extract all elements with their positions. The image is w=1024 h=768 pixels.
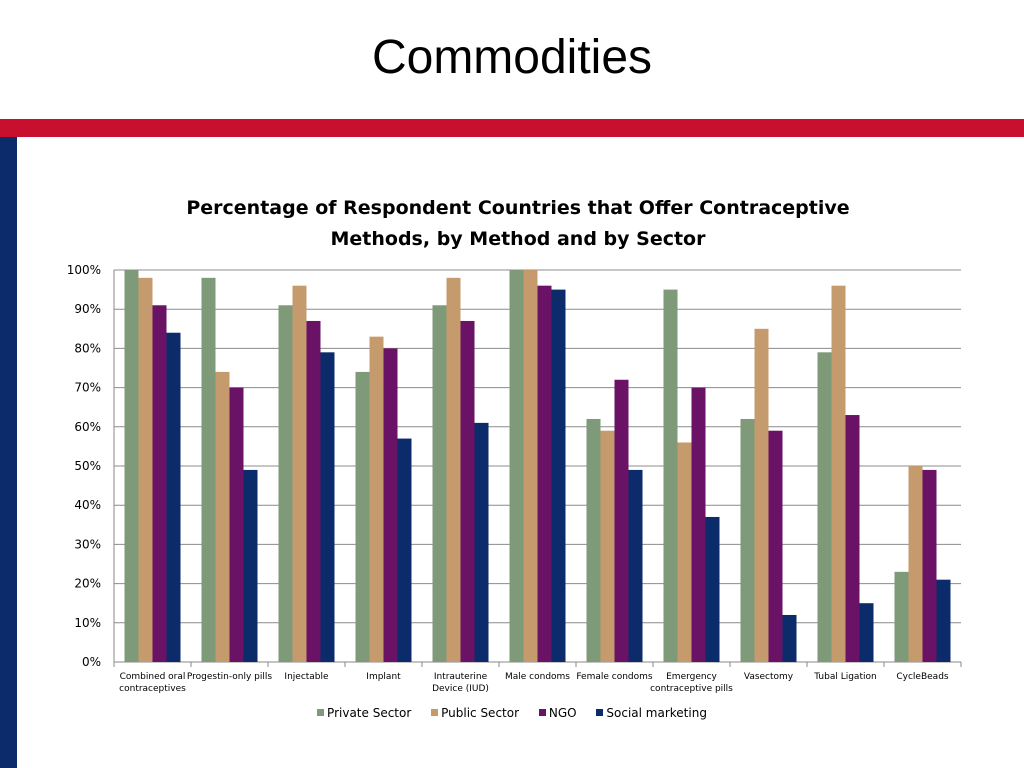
bar bbox=[586, 418, 601, 662]
y-tick-label: 20% bbox=[74, 577, 101, 591]
chart-title: Percentage of Respondent Countries that … bbox=[186, 197, 850, 250]
bar bbox=[551, 289, 566, 662]
legend-item-ngo: NGO bbox=[538, 706, 577, 720]
bar bbox=[936, 579, 951, 662]
bar bbox=[138, 277, 153, 662]
legend-swatch-public-sector bbox=[431, 709, 439, 716]
bar bbox=[537, 285, 552, 662]
bar bbox=[859, 603, 874, 662]
x-tick-label: contraceptive pills bbox=[650, 684, 733, 694]
y-tick-label: 10% bbox=[74, 616, 101, 630]
x-tick-label: Female condoms bbox=[576, 672, 653, 682]
y-tick-label: 100% bbox=[67, 263, 101, 277]
bar bbox=[677, 442, 692, 662]
y-tick-label: 50% bbox=[74, 459, 101, 473]
y-tick-label: 0% bbox=[82, 655, 101, 669]
x-tick-label: Male condoms bbox=[505, 672, 570, 682]
bar bbox=[229, 387, 244, 662]
bar bbox=[600, 430, 615, 662]
bar bbox=[817, 352, 832, 662]
bar bbox=[369, 336, 384, 662]
chart-legend: Private Sector Public Sector NGO Social … bbox=[0, 706, 1024, 720]
bar bbox=[320, 352, 335, 662]
bar bbox=[523, 270, 538, 662]
bar bbox=[383, 348, 398, 662]
slide-title: Commodities bbox=[371, 31, 653, 84]
bar bbox=[292, 285, 307, 662]
y-tick-label: 40% bbox=[74, 498, 101, 512]
bar bbox=[705, 516, 720, 662]
blue-side-bar bbox=[0, 137, 17, 768]
x-tick-label: Implant bbox=[366, 672, 401, 682]
bar bbox=[782, 614, 797, 662]
bar bbox=[124, 270, 139, 662]
x-tick-label: Vasectomy bbox=[744, 672, 794, 682]
bar bbox=[306, 320, 321, 662]
legend-label: Social marketing bbox=[606, 706, 707, 720]
bar bbox=[663, 289, 678, 662]
legend-label: Private Sector bbox=[327, 706, 412, 720]
bar bbox=[845, 415, 860, 662]
y-tick-label: 70% bbox=[74, 381, 101, 395]
y-tick-label: 60% bbox=[74, 420, 101, 434]
legend-item-public-sector: Public Sector bbox=[431, 706, 519, 720]
legend-swatch-private-sector bbox=[317, 709, 325, 716]
bar bbox=[355, 371, 370, 662]
bar bbox=[446, 277, 461, 662]
bar bbox=[166, 332, 181, 662]
bar bbox=[243, 469, 258, 662]
y-tick-label: 30% bbox=[74, 537, 101, 551]
y-tick-label: 90% bbox=[74, 302, 101, 316]
bar bbox=[614, 379, 629, 662]
legend-item-private-sector: Private Sector bbox=[317, 706, 411, 720]
bar bbox=[831, 285, 846, 662]
x-tick-label: Intrauterine bbox=[434, 672, 488, 682]
legend-label: Public Sector bbox=[441, 706, 520, 720]
bar bbox=[628, 469, 643, 662]
x-tick-label: Progestin-only pills bbox=[187, 672, 272, 682]
y-tick-label: 80% bbox=[74, 341, 101, 355]
bar bbox=[509, 270, 524, 662]
red-header-band bbox=[0, 119, 1024, 137]
bar bbox=[691, 387, 706, 662]
x-tick-label: Combined oral bbox=[120, 672, 186, 682]
legend-label: NGO bbox=[548, 706, 577, 720]
legend-swatch-social-marketing bbox=[596, 709, 604, 716]
x-tick-label: Emergency bbox=[666, 672, 717, 682]
x-tick-label: Tubal Ligation bbox=[813, 672, 876, 682]
bar bbox=[922, 469, 937, 662]
x-tick-label: Device (IUD) bbox=[432, 684, 489, 694]
legend-item-social-marketing: Social marketing bbox=[596, 706, 707, 720]
bar bbox=[460, 320, 475, 662]
bar bbox=[894, 571, 909, 662]
bar bbox=[908, 466, 923, 662]
x-tick-label: CycleBeads bbox=[896, 672, 949, 682]
bar bbox=[754, 328, 769, 662]
legend-swatch-ngo bbox=[538, 709, 546, 716]
bar bbox=[215, 371, 230, 662]
bar bbox=[740, 418, 755, 662]
x-tick-label: Injectable bbox=[284, 672, 329, 682]
bar bbox=[432, 305, 447, 662]
bar bbox=[768, 430, 783, 662]
bar bbox=[201, 277, 216, 662]
bar bbox=[397, 438, 412, 662]
bar bbox=[278, 305, 293, 662]
bar bbox=[152, 305, 167, 662]
bar bbox=[474, 422, 489, 662]
x-tick-label: contraceptives bbox=[119, 684, 186, 694]
